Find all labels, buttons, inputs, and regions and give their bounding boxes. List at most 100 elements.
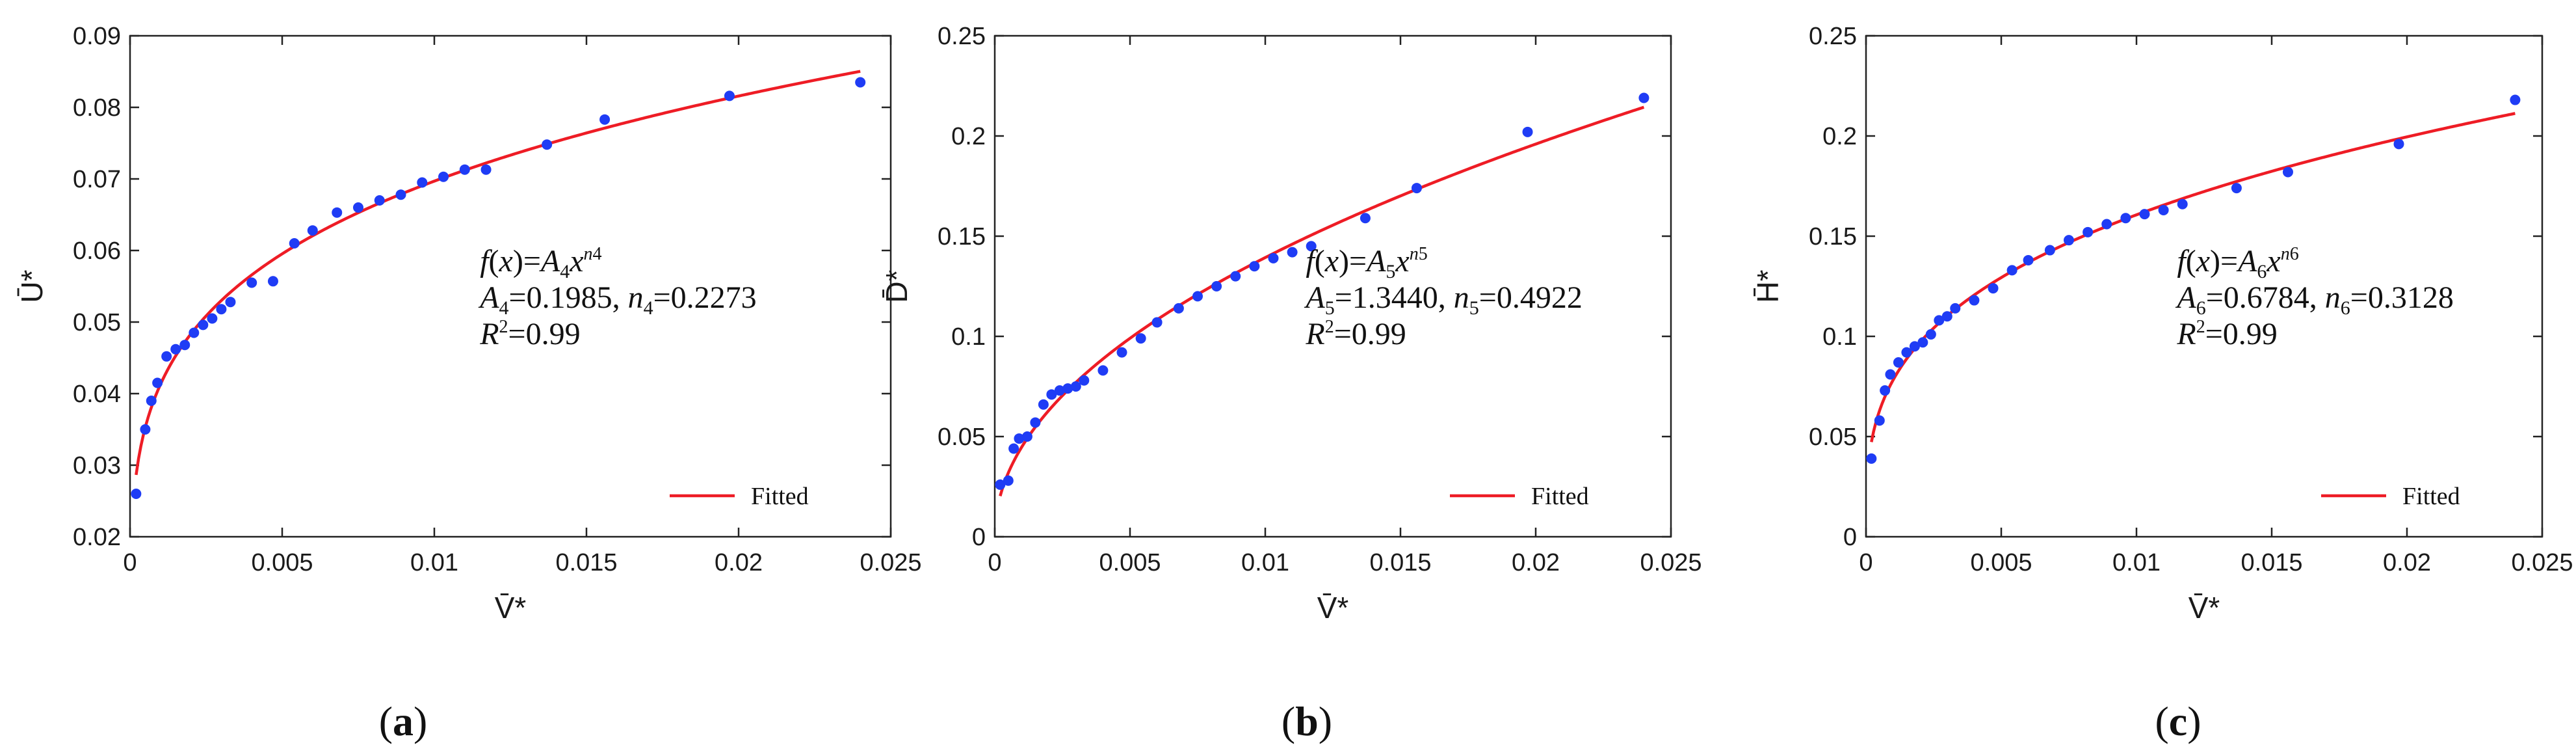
y-tick-label: 0.15	[1809, 223, 1857, 250]
data-point	[2177, 198, 2188, 209]
data-point	[1062, 383, 1073, 394]
data-point	[225, 297, 236, 308]
data-point	[146, 396, 157, 406]
data-point	[438, 171, 449, 182]
equation-segment: R	[479, 317, 499, 351]
x-tick-label: 0.015	[1369, 549, 1431, 576]
panel-paren-close: )	[414, 698, 427, 744]
x-tick-label: 0	[123, 549, 137, 576]
data-point	[1038, 399, 1049, 410]
equation-segment: =0.99	[2205, 317, 2278, 351]
data-point	[1917, 337, 1928, 348]
x-tick-label: 0.005	[1970, 549, 2032, 576]
data-point	[161, 351, 172, 362]
data-point	[2044, 245, 2055, 256]
x-tick-label: 0.01	[2112, 549, 2161, 576]
data-point	[1988, 283, 1999, 294]
y-tick-label: 0.02	[73, 524, 121, 551]
data-point	[395, 189, 406, 200]
data-point	[1880, 385, 1891, 396]
equation-segment: 5	[1386, 261, 1395, 282]
panel-label: (a)	[379, 698, 428, 744]
data-point	[1116, 347, 1127, 358]
data-point	[1866, 453, 1877, 464]
data-point	[1097, 365, 1109, 376]
y-tick-label: 0.05	[938, 424, 986, 451]
data-point	[1249, 261, 1260, 272]
legend: Fitted	[1436, 474, 1652, 517]
equation-segment: n	[2325, 280, 2341, 315]
data-point	[216, 304, 227, 315]
y-tick-label: 0	[1843, 524, 1857, 551]
x-tick-label: 0.005	[251, 549, 313, 576]
equation-segment: 5	[1469, 297, 1479, 319]
data-point	[2158, 204, 2169, 215]
equation-segment: n	[584, 244, 593, 264]
data-point	[1211, 281, 1222, 291]
equation-segment: x	[2196, 244, 2210, 278]
data-point	[131, 489, 142, 499]
data-point	[2023, 254, 2034, 265]
x-axis-label: V̄*	[495, 591, 527, 625]
data-point	[1173, 303, 1184, 314]
x-tick-label: 0.01	[1241, 549, 1289, 576]
equation-segment: 2	[1325, 317, 1334, 337]
x-tick-label: 0.025	[1640, 549, 1702, 576]
data-point	[1638, 92, 1649, 103]
data-point	[1054, 385, 1065, 396]
chart-panel-c: 0 0.005 0.01 0.015 0.02 0.025 0 0.05 0.1 0.15 0.2 0…	[1751, 23, 2573, 744]
x-tick-label: 0.025	[2511, 549, 2573, 576]
equation-line: R2=0.99	[1305, 317, 1406, 351]
data-point	[246, 277, 257, 288]
data-point	[1287, 247, 1298, 258]
equation-segment: n	[1410, 244, 1419, 264]
fitted-curve	[135, 70, 861, 476]
y-axis-label: Ū*	[15, 269, 49, 303]
x-tick-label: 0.02	[2383, 549, 2431, 576]
y-tick-label: 0.25	[1809, 23, 1857, 50]
equation-segment: n	[2281, 244, 2290, 264]
data-point	[2139, 209, 2150, 220]
data-point	[152, 377, 163, 388]
data-point	[267, 276, 278, 287]
panel-paren-open: (	[379, 698, 393, 744]
equation-segment: =0.2273	[653, 280, 757, 315]
y-tick-label: 0.09	[73, 23, 121, 50]
fitted-curve	[999, 105, 1645, 497]
legend: Fitted	[656, 474, 872, 517]
x-tick-label: 0.02	[1512, 549, 1560, 576]
equation-line: A6=0.6784, n6=0.3128	[2175, 280, 2453, 319]
equation-segment: 4	[560, 261, 570, 282]
data-point	[2083, 226, 2094, 237]
panel-label: (c)	[2155, 698, 2201, 744]
panel-label: (b)	[1281, 698, 1332, 744]
equation-segment: =0.3128	[2350, 280, 2454, 315]
equation-segment: )=	[513, 244, 541, 278]
data-point	[1268, 252, 1279, 263]
x-tick-label: 0.01	[410, 549, 458, 576]
data-point	[1192, 291, 1203, 302]
equation-segment: 2	[499, 317, 508, 337]
x-axis-label: V̄*	[2188, 591, 2220, 625]
equation-segment: A	[1365, 244, 1386, 278]
fitted-curve	[1870, 112, 2516, 442]
panel-paren-open: (	[2155, 698, 2168, 744]
data-point	[189, 327, 200, 338]
data-point	[198, 319, 209, 331]
equation-segment: =0.99	[508, 317, 581, 351]
y-tick-label: 0.15	[938, 223, 986, 250]
data-point	[2282, 167, 2293, 178]
data-point	[1941, 311, 1952, 322]
data-point	[2120, 213, 2131, 224]
data-point	[1885, 369, 1896, 380]
plot-frame	[1865, 34, 2543, 538]
y-tick-label: 0.03	[73, 452, 121, 479]
data-point	[2393, 139, 2404, 150]
data-point	[1306, 241, 1317, 252]
data-point	[480, 164, 492, 175]
data-point	[995, 479, 1006, 490]
data-point	[2231, 183, 2242, 194]
equation-segment: A	[2236, 244, 2257, 278]
data-point	[1230, 271, 1241, 282]
data-point	[1950, 303, 1961, 314]
